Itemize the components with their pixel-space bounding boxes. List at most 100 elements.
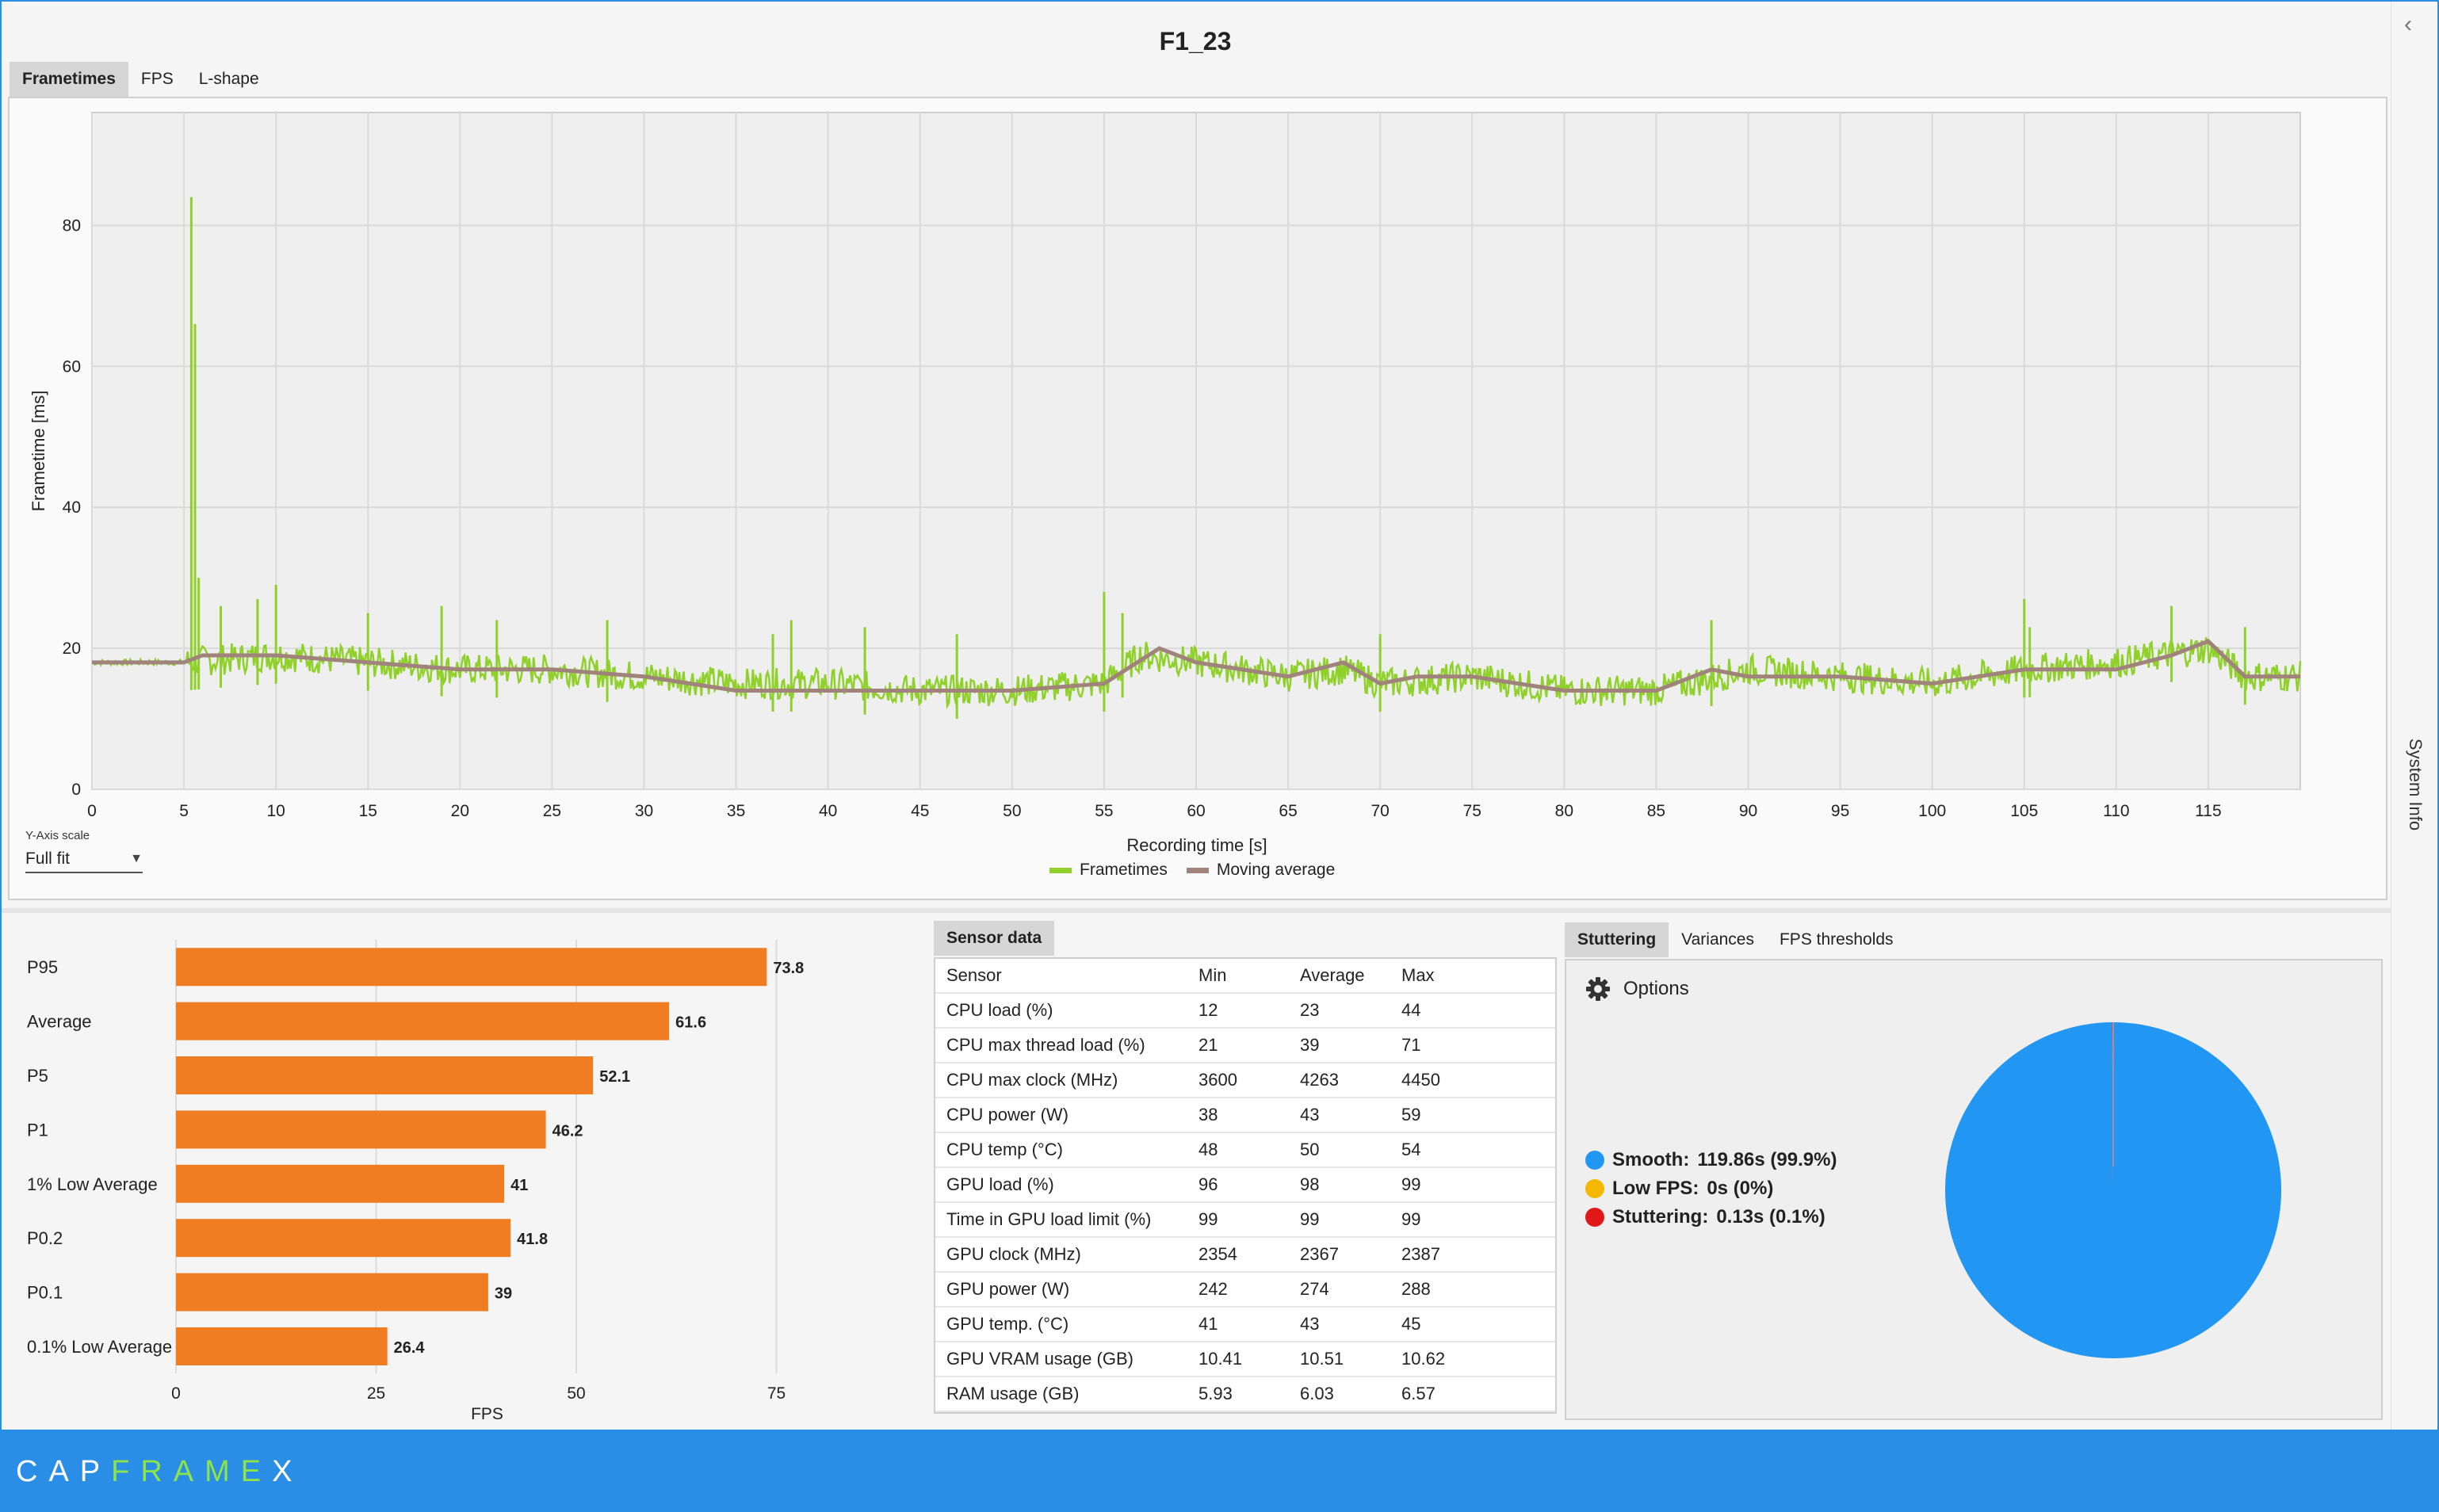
table-cell: Time in GPU load limit (%) (935, 1202, 1187, 1238)
table-cell: CPU max thread load (%) (935, 1028, 1187, 1063)
table-row[interactable]: Time in GPU load limit (%) 99 99 99 (935, 1202, 1555, 1238)
bar-category-label: Average (27, 1012, 92, 1032)
table-cell: 38 (1187, 1098, 1289, 1133)
table-cell: 3600 (1187, 1063, 1289, 1098)
tab-sensor-data[interactable]: Sensor data (934, 921, 1055, 956)
table-row[interactable]: CPU power (W) 38 43 59 (935, 1098, 1555, 1133)
frametime-chart[interactable]: 0 5 10 15 20 25 30 35 40 45 50 55 60 65 70 75 80 85 90 95 10… (10, 98, 2386, 899)
moving-average-line (92, 639, 2300, 693)
table-row[interactable]: GPU temp. (°C) 41 43 45 (935, 1307, 1555, 1342)
x-tick-label: 30 (635, 802, 653, 820)
table-cell: 5.93 (1187, 1376, 1289, 1412)
x-tick-label: 110 (2103, 802, 2129, 820)
table-row[interactable]: CPU temp (°C) 48 50 54 (935, 1132, 1555, 1168)
bar-value-label: 52.1 (599, 1068, 630, 1086)
table-cell: 10.51 (1289, 1342, 1390, 1377)
table-row[interactable]: GPU load (%) 96 98 99 (935, 1167, 1555, 1203)
bar-category-label: P5 (27, 1066, 48, 1086)
tab-variances[interactable]: Variances (1681, 930, 1754, 949)
bar-category-label: P1 (27, 1120, 48, 1140)
tab-stuttering[interactable]: Stuttering (1565, 922, 1669, 957)
x-tick-label: 105 (2010, 802, 2038, 820)
table-cell: 4263 (1289, 1063, 1390, 1098)
y-axis-label: Frametime [ms] (29, 391, 48, 512)
x-tick-label: 55 (1095, 802, 1113, 820)
tab-l-shape[interactable]: L-shape (198, 70, 259, 88)
table-header-row: Sensor Min Average Max (935, 959, 1555, 994)
sensor-tabs: Sensor data (934, 921, 1055, 956)
low-fps-value: 0s (0%) (1707, 1178, 1774, 1199)
table-cell: 2387 (1390, 1237, 1555, 1273)
gear-icon (1586, 977, 1610, 1001)
table-row[interactable]: CPU load (%) 12 23 44 (935, 993, 1555, 1029)
x-tick-label: 90 (1739, 802, 1757, 820)
fps-bar (176, 1219, 511, 1258)
options-label: Options (1623, 978, 1689, 999)
table-cell: 43 (1289, 1098, 1390, 1133)
table-cell: 99 (1187, 1202, 1289, 1238)
y-axis-scale-select[interactable]: Full fit ▼ (25, 846, 143, 873)
table-cell: 50 (1289, 1132, 1390, 1168)
table-cell: 99 (1390, 1202, 1555, 1238)
table-row[interactable]: GPU clock (MHz) 2354 2367 2387 (935, 1237, 1555, 1273)
table-cell: 48 (1187, 1132, 1289, 1168)
low-fps-dot (1585, 1179, 1604, 1198)
table-cell: 2367 (1289, 1237, 1390, 1273)
table-cell: GPU clock (MHz) (935, 1237, 1187, 1273)
col-average[interactable]: Average (1289, 959, 1390, 994)
x-tick-label: 10 (266, 802, 285, 820)
x-tick-label: 0 (171, 1384, 181, 1403)
system-info-sidebar[interactable]: ‹ System Info (2391, 0, 2439, 1430)
col-max[interactable]: Max (1390, 959, 1555, 994)
col-min[interactable]: Min (1187, 959, 1289, 994)
legend-swatch (1186, 867, 1209, 873)
table-cell: GPU load (%) (935, 1167, 1187, 1203)
legend-stuttering: Stuttering: 0.13s (0.1%) (1585, 1206, 1825, 1228)
tab-fps[interactable]: FPS (140, 70, 174, 88)
table-cell: CPU load (%) (935, 993, 1187, 1029)
bar-category-label: 1% Low Average (27, 1174, 158, 1194)
table-row[interactable]: CPU max clock (MHz) 3600 4263 4450 (935, 1063, 1555, 1098)
stuttering-pie-chart[interactable] (1939, 1016, 2288, 1365)
table-cell: 274 (1289, 1272, 1390, 1308)
table-cell: 71 (1390, 1028, 1555, 1063)
table-cell: 10.41 (1187, 1342, 1289, 1377)
table-cell: RAM usage (GB) (935, 1376, 1187, 1412)
page-title: F1_23 (1159, 27, 1232, 55)
y-axis-scale-caption: Y-Axis scale (25, 829, 90, 842)
table-cell: 54 (1390, 1132, 1555, 1168)
table-cell: 12 (1187, 993, 1289, 1029)
x-tick-label: 45 (911, 802, 929, 820)
bar-value-label: 41 (510, 1177, 528, 1194)
legend-label: Moving average (1216, 861, 1336, 879)
tab-frametimes[interactable]: Frametimes (10, 62, 128, 97)
table-cell: 21 (1187, 1028, 1289, 1063)
stuttering-panel: Options Smooth: 119.86s (99.9%) Low FPS:… (1565, 959, 2383, 1420)
system-info-label[interactable]: System Info (2406, 738, 2426, 831)
fps-bar (176, 1002, 670, 1040)
options-button[interactable]: Options (1585, 976, 1689, 1002)
sensor-table-panel: Sensor Min Average Max CPU load (%) 12 23 4… (934, 957, 1557, 1414)
table-row[interactable]: CPU max thread load (%) 21 39 71 (935, 1028, 1555, 1063)
fps-bar (176, 1056, 594, 1094)
footer-bar: CAPFRAMEX (0, 1430, 2439, 1512)
fps-bar (176, 1164, 505, 1203)
bar-value-label: 73.8 (773, 960, 804, 977)
table-cell: GPU temp. (°C) (935, 1307, 1187, 1342)
table-row[interactable]: GPU power (W) 242 274 288 (935, 1272, 1555, 1308)
tab-fps-thresholds[interactable]: FPS thresholds (1779, 930, 1894, 949)
bar-value-label: 61.6 (675, 1014, 706, 1032)
x-tick-label: 35 (727, 802, 745, 820)
table-cell: CPU temp (°C) (935, 1132, 1187, 1168)
stuttering-label: Stuttering: (1612, 1206, 1709, 1228)
x-tick-label: 50 (567, 1384, 585, 1403)
x-tick-label: 95 (1831, 802, 1849, 820)
col-sensor[interactable]: Sensor (935, 959, 1187, 994)
chart-tabs: Frametimes FPS L-shape (10, 62, 272, 97)
table-cell: 6.03 (1289, 1376, 1390, 1412)
smooth-label: Smooth: (1612, 1149, 1690, 1170)
chevron-left-icon[interactable]: ‹ (2404, 11, 2412, 37)
table-cell: 288 (1390, 1272, 1555, 1308)
table-row[interactable]: RAM usage (GB) 5.93 6.03 6.57 (935, 1376, 1555, 1412)
table-row[interactable]: GPU VRAM usage (GB) 10.41 10.51 10.62 (935, 1342, 1555, 1377)
